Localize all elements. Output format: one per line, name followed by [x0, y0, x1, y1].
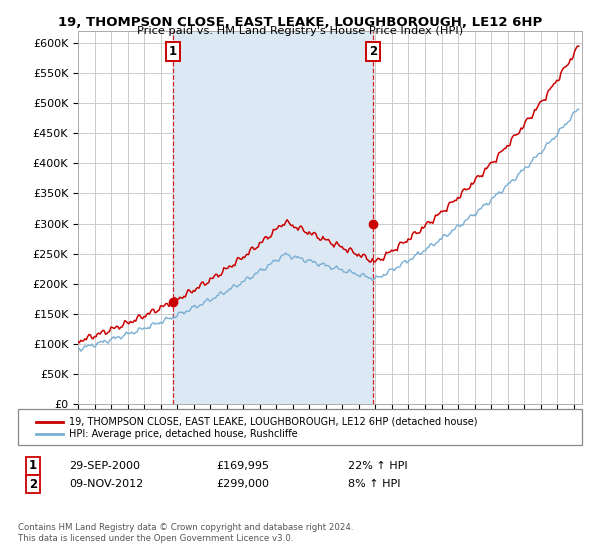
Text: 1: 1: [29, 459, 37, 473]
Text: Price paid vs. HM Land Registry's House Price Index (HPI): Price paid vs. HM Land Registry's House …: [137, 26, 463, 36]
Text: 8% ↑ HPI: 8% ↑ HPI: [348, 479, 401, 489]
Text: 2: 2: [369, 45, 377, 58]
Text: 22% ↑ HPI: 22% ↑ HPI: [348, 461, 407, 471]
Text: £169,995: £169,995: [216, 461, 269, 471]
Text: 19, THOMPSON CLOSE, EAST LEAKE, LOUGHBOROUGH, LE12 6HP: 19, THOMPSON CLOSE, EAST LEAKE, LOUGHBOR…: [58, 16, 542, 29]
Text: 1: 1: [169, 45, 177, 58]
Text: This data is licensed under the Open Government Licence v3.0.: This data is licensed under the Open Gov…: [18, 534, 293, 543]
Text: Contains HM Land Registry data © Crown copyright and database right 2024.: Contains HM Land Registry data © Crown c…: [18, 523, 353, 532]
Text: HPI: Average price, detached house, Rushcliffe: HPI: Average price, detached house, Rush…: [69, 429, 298, 439]
Text: £299,000: £299,000: [216, 479, 269, 489]
Text: 09-NOV-2012: 09-NOV-2012: [69, 479, 143, 489]
Text: 2: 2: [29, 478, 37, 491]
Bar: [173, 31, 373, 404]
Text: 19, THOMPSON CLOSE, EAST LEAKE, LOUGHBOROUGH, LE12 6HP (detached house): 19, THOMPSON CLOSE, EAST LEAKE, LOUGHBOR…: [69, 417, 478, 427]
Text: 29-SEP-2000: 29-SEP-2000: [69, 461, 140, 471]
